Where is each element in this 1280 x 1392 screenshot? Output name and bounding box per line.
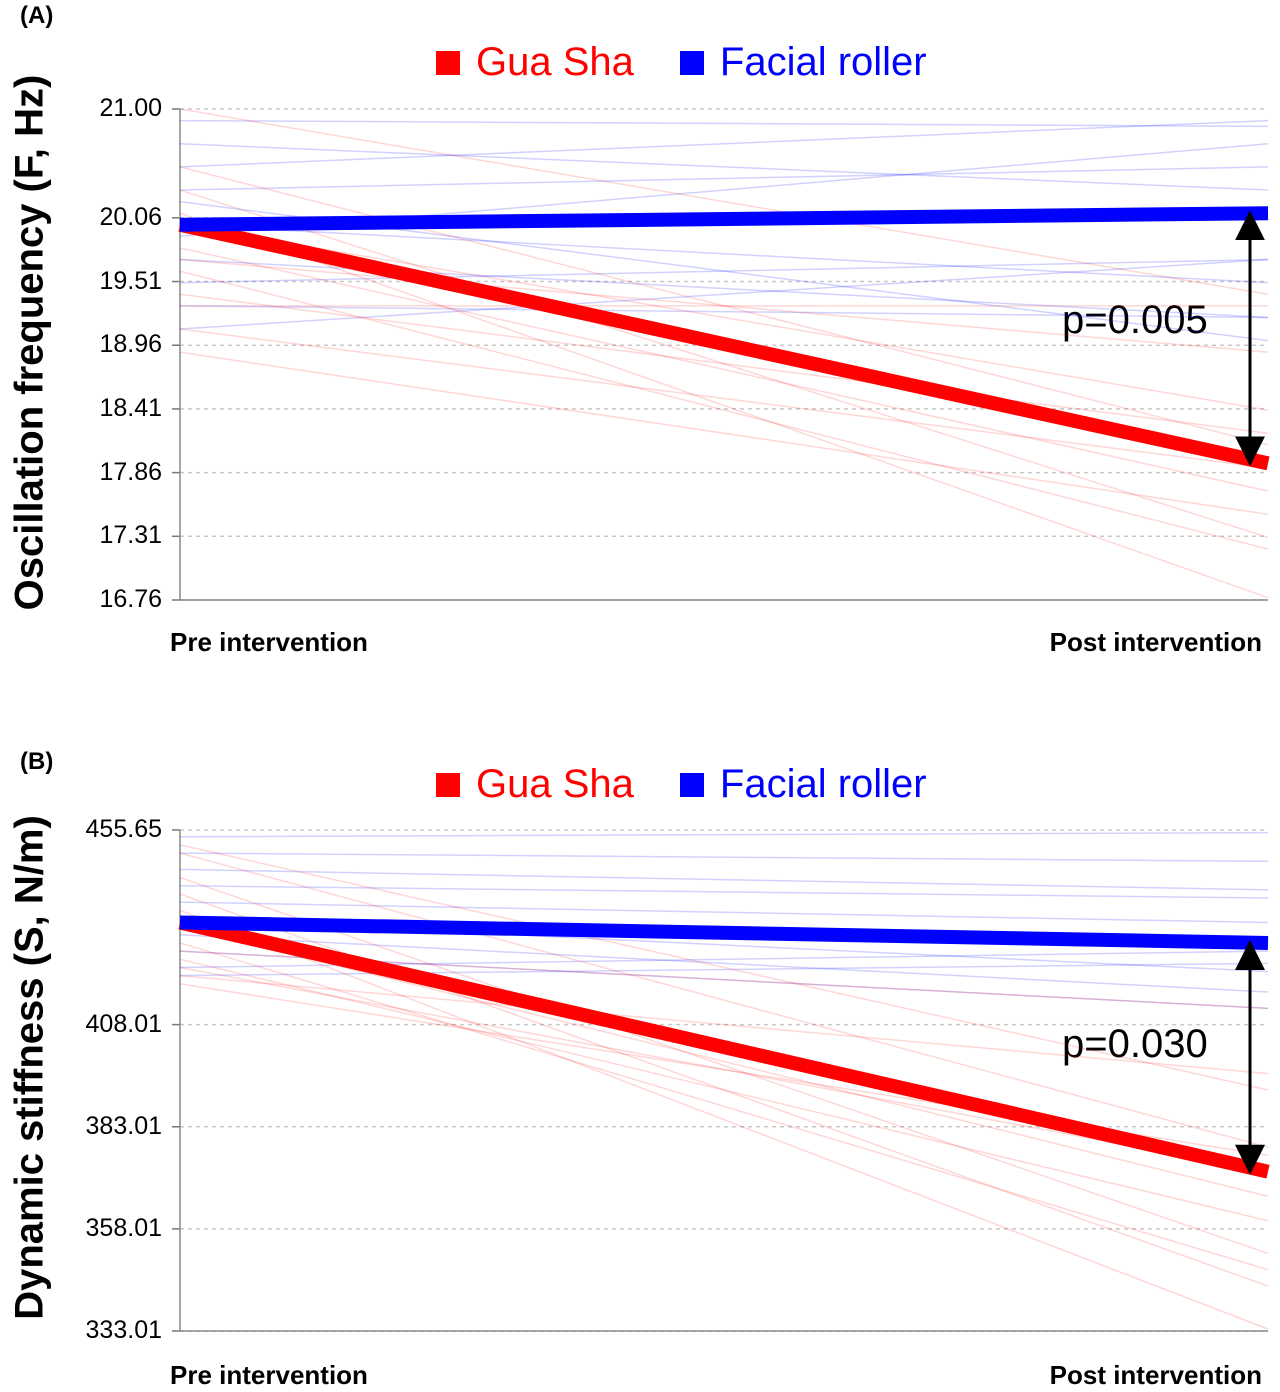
legend-swatch-facial-roller [679,50,704,75]
individual-line-facial-roller [179,831,1269,838]
legend-item-facial-roller: Facial roller [679,762,927,807]
y-tick-label: 358.01 [85,1213,162,1242]
individual-line-gua-sha [179,958,1269,1222]
individual-line-gua-sha [179,351,1269,516]
individual-line-facial-roller [179,305,1269,319]
individual-line-facial-roller [179,852,1269,863]
individual-line-facial-roller [179,901,1269,924]
panel-b: (B) Dynamic stiffness (S, N/m) Gua Sha F… [0,690,1280,1392]
panel-b-plot [172,829,1270,1332]
panel-b-label: (B) [20,748,54,775]
individual-line-facial-roller [179,258,1269,319]
individual-line-gua-sha [179,852,1269,1148]
panel-a-x-tick-pre: Pre intervention [170,627,368,657]
individual-line-facial-roller [179,119,1269,168]
legend-swatch-facial-roller [679,772,704,797]
panel-a-p-value: p=0.005 [1062,298,1208,342]
legend-label-facial-roller: Facial roller [719,40,927,84]
individual-line-gua-sha [179,844,1269,1091]
individual-line-facial-roller [179,166,1269,191]
individual-line-facial-roller [179,258,1269,284]
individual-line-gua-sha [179,328,1269,469]
y-tick-label: 455.65 [85,815,162,843]
y-tick-label: 20.06 [99,202,162,231]
individual-line-gua-sha [179,942,1269,1271]
legend-item-facial-roller: Facial roller [679,40,927,85]
y-tick-label: 21.00 [99,94,162,122]
panel-a-plot [172,108,1270,601]
individual-line-gua-sha [179,166,1269,446]
individual-line-gua-sha [179,108,1269,296]
individual-line-gua-sha [179,925,1269,1197]
panel-b-legend: Gua Sha Facial roller [436,762,973,807]
individual-line-facial-roller [179,885,1269,899]
individual-line-gua-sha [179,293,1269,434]
individual-line-gua-sha [179,974,1269,1075]
legend-label-facial-roller: Facial roller [719,762,927,806]
legend-item-gua-sha: Gua Sha [436,762,634,807]
individual-line-facial-roller [179,868,1269,891]
individual-line-gua-sha [179,270,1269,550]
panel-a-label: (A) [20,2,54,29]
individual-line-gua-sha [179,212,1269,599]
individual-line-gua-sha [179,966,1269,1173]
y-tick-label: 17.86 [99,457,162,486]
panel-a-x-tick-post: Post intervention [1049,627,1262,657]
legend-label-gua-sha: Gua Sha [476,762,634,806]
y-tick-label: 333.01 [85,1316,162,1344]
y-tick-label: 17.31 [99,521,162,550]
individual-line-gua-sha [179,258,1269,353]
individual-line-facial-roller [179,224,1269,284]
individual-line-facial-roller [179,142,1269,191]
legend-swatch-gua-sha [436,772,460,797]
legend-item-gua-sha: Gua Sha [436,40,634,85]
series-line-facial-roller [179,206,1269,232]
y-tick-label: 18.41 [99,393,162,422]
individual-line-gua-sha [179,247,1269,492]
panel-b-p-value: p=0.030 [1062,1022,1208,1066]
legend-swatch-gua-sha [436,50,460,75]
y-tick-label: 19.51 [99,266,162,295]
individual-line-facial-roller [179,119,1269,128]
individual-line-gua-sha [179,909,1269,1330]
series-line-facial-roller [179,915,1269,950]
legend-label-gua-sha: Gua Sha [476,40,634,84]
y-tick-label: 383.01 [85,1111,162,1140]
series-line-gua-sha [178,217,1270,471]
y-tick-label: 16.76 [99,585,162,613]
individual-line-facial-roller [179,934,1269,993]
series-line-gua-sha [178,915,1270,1179]
y-tick-label: 408.01 [85,1009,162,1038]
panel-a: (A) Oscillation frequency (F, Hz) Gua Sh… [0,0,1280,690]
individual-line-facial-roller [179,258,1269,330]
individual-line-gua-sha [179,224,1269,411]
individual-line-gua-sha [179,189,1269,539]
panel-b-x-tick-post: Post intervention [1049,1360,1262,1390]
individual-line-facial-roller [179,962,1269,977]
y-tick-label: 18.96 [99,330,162,359]
individual-line-gua-sha [179,876,1269,1255]
panel-a-legend: Gua Sha Facial roller [436,40,973,85]
panel-b-x-tick-pre: Pre intervention [170,1360,368,1390]
